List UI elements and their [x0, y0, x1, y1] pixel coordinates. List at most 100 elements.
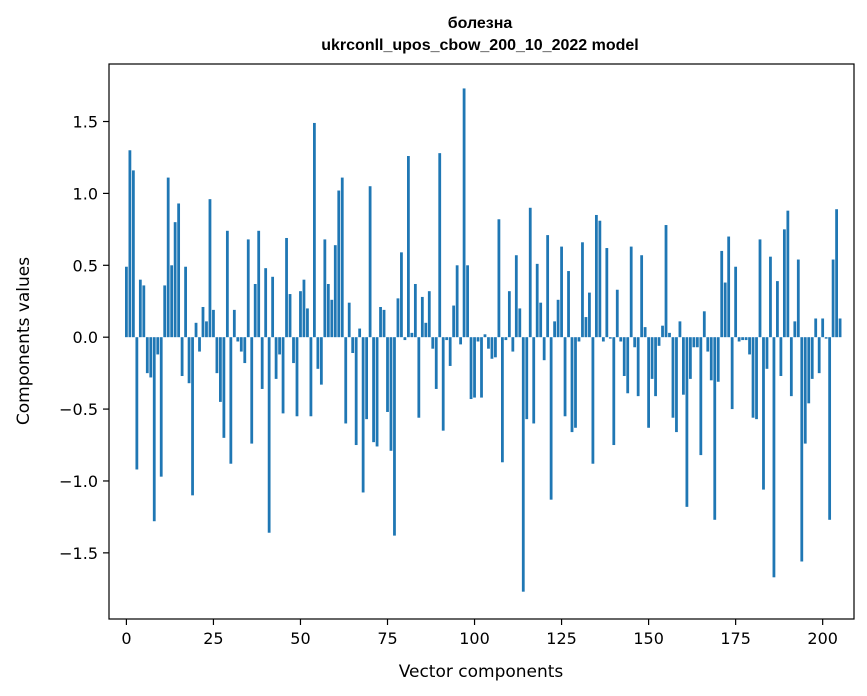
bar — [782, 229, 786, 338]
bar — [706, 337, 710, 352]
bar — [567, 271, 570, 338]
bar — [556, 299, 560, 338]
bar — [400, 252, 403, 338]
bar — [267, 337, 271, 533]
x-tick-label: 125 — [546, 629, 577, 648]
bar — [622, 337, 626, 377]
bar — [149, 337, 153, 378]
bar — [232, 309, 236, 338]
bar — [354, 337, 358, 446]
x-tick-label: 175 — [720, 629, 751, 648]
y-tick-label: 1.0 — [73, 184, 98, 203]
bar — [365, 337, 369, 420]
bar — [138, 279, 142, 338]
bar — [713, 337, 717, 520]
bar — [497, 219, 501, 338]
x-tick-label: 75 — [377, 629, 397, 648]
y-axis-label: Components values — [14, 257, 34, 425]
bar — [688, 337, 692, 379]
bar — [789, 337, 793, 397]
bar — [835, 209, 838, 338]
bar — [682, 337, 685, 395]
x-tick-label: 200 — [807, 629, 838, 648]
bar — [695, 337, 699, 348]
bar — [699, 337, 703, 456]
x-tick-label: 100 — [459, 629, 490, 648]
bar — [253, 283, 257, 338]
bar — [225, 230, 229, 338]
bar — [427, 291, 431, 338]
bar — [295, 337, 299, 417]
bar — [594, 214, 598, 338]
y-tick-label: 0.5 — [73, 256, 98, 275]
bar — [629, 246, 633, 338]
bar — [389, 337, 393, 451]
bar — [553, 321, 556, 338]
bar — [372, 337, 375, 443]
bar — [257, 230, 261, 338]
bar — [163, 285, 167, 338]
bar — [737, 337, 741, 342]
bar — [434, 337, 438, 389]
bar — [159, 337, 163, 477]
bar — [765, 337, 769, 369]
bar — [709, 337, 713, 381]
bar — [803, 337, 807, 444]
bar — [793, 321, 797, 338]
bar — [187, 337, 191, 384]
bar — [466, 265, 469, 338]
bar — [535, 263, 539, 338]
bar — [128, 150, 132, 338]
bar — [490, 337, 494, 359]
bar — [358, 328, 362, 338]
y-tick-label: 1.5 — [73, 113, 98, 132]
bar — [647, 337, 650, 428]
bar — [483, 334, 487, 338]
bar — [170, 265, 174, 338]
bar — [532, 337, 536, 424]
bar — [462, 88, 466, 338]
bar — [229, 337, 233, 464]
bar — [591, 337, 595, 464]
bar — [549, 337, 553, 500]
bar — [640, 255, 644, 338]
bar — [514, 255, 518, 338]
bar — [657, 337, 661, 346]
bar — [340, 177, 344, 338]
bar — [776, 281, 779, 338]
bar — [145, 337, 149, 374]
bar — [208, 199, 212, 338]
bar — [716, 337, 720, 382]
bar — [685, 337, 689, 507]
bar — [800, 337, 804, 562]
bar — [838, 318, 842, 338]
bar — [574, 337, 577, 428]
bar — [518, 308, 522, 338]
bar — [560, 246, 563, 338]
bar — [619, 337, 623, 342]
bar — [316, 337, 320, 369]
bar — [264, 268, 268, 338]
bar — [650, 337, 654, 379]
x-tick-label: 50 — [290, 629, 310, 648]
bar — [424, 322, 428, 338]
bar — [166, 177, 170, 338]
bars-group — [125, 88, 842, 592]
bar — [727, 236, 731, 338]
bar — [260, 337, 264, 389]
bar — [239, 337, 243, 352]
bar — [323, 239, 327, 338]
bar — [337, 190, 341, 338]
bar — [762, 337, 765, 490]
bar — [250, 337, 254, 444]
bar — [302, 279, 306, 338]
bar — [281, 337, 285, 414]
bar — [692, 337, 696, 348]
bar — [386, 337, 389, 412]
bar — [205, 321, 208, 338]
bar — [654, 337, 657, 397]
bar — [180, 337, 184, 377]
bar — [588, 292, 591, 338]
bar — [643, 327, 647, 338]
bar — [407, 156, 410, 338]
